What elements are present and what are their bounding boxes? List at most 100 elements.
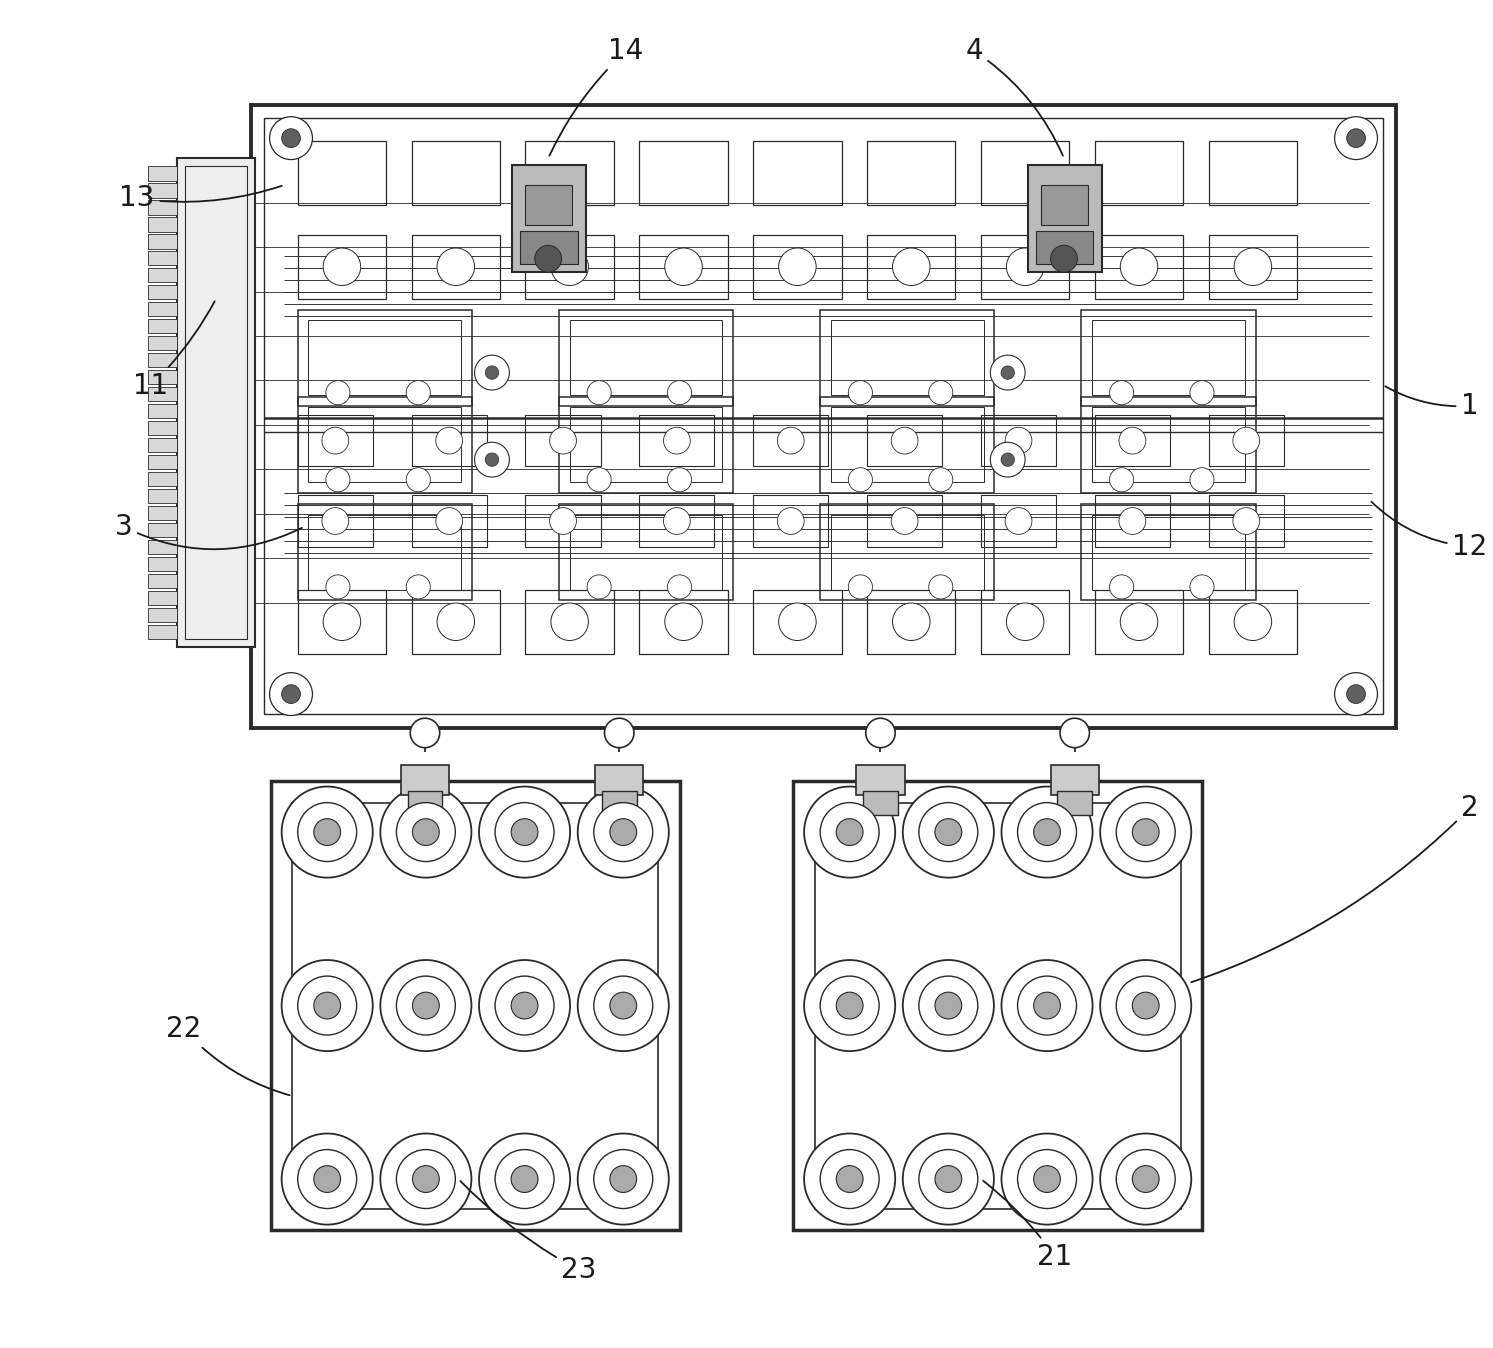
Bar bbox=[1209, 140, 1297, 205]
Circle shape bbox=[929, 468, 953, 492]
Bar bbox=[148, 590, 178, 605]
Bar bbox=[297, 235, 387, 299]
Bar bbox=[412, 589, 500, 654]
Circle shape bbox=[805, 1134, 896, 1224]
Bar bbox=[981, 415, 1056, 466]
Bar bbox=[752, 495, 829, 547]
Circle shape bbox=[866, 718, 896, 748]
Bar bbox=[1094, 589, 1184, 654]
Circle shape bbox=[605, 718, 635, 748]
Bar bbox=[867, 589, 956, 654]
Bar bbox=[297, 495, 373, 547]
Circle shape bbox=[820, 976, 879, 1035]
Circle shape bbox=[848, 380, 872, 404]
Circle shape bbox=[1190, 380, 1214, 404]
Bar bbox=[148, 456, 178, 469]
Circle shape bbox=[282, 1134, 373, 1224]
Circle shape bbox=[891, 427, 918, 454]
Circle shape bbox=[1190, 468, 1214, 492]
Circle shape bbox=[929, 380, 953, 404]
Text: 12: 12 bbox=[1372, 501, 1487, 561]
Circle shape bbox=[412, 992, 439, 1019]
Bar bbox=[148, 268, 178, 283]
Bar bbox=[148, 523, 178, 538]
Circle shape bbox=[1235, 248, 1272, 286]
Circle shape bbox=[411, 718, 440, 748]
Circle shape bbox=[1117, 976, 1175, 1035]
Circle shape bbox=[1190, 574, 1214, 599]
Circle shape bbox=[918, 976, 978, 1035]
Circle shape bbox=[297, 976, 357, 1035]
Circle shape bbox=[381, 1134, 472, 1224]
Bar bbox=[1051, 766, 1099, 794]
Bar bbox=[1093, 407, 1245, 483]
Bar bbox=[148, 183, 178, 198]
Bar bbox=[309, 515, 461, 589]
Bar bbox=[512, 164, 585, 272]
Circle shape bbox=[1347, 129, 1366, 147]
Bar bbox=[1094, 415, 1171, 466]
Bar bbox=[570, 407, 723, 483]
Circle shape bbox=[1002, 1134, 1093, 1224]
Circle shape bbox=[1233, 427, 1260, 454]
Bar bbox=[297, 415, 373, 466]
Bar bbox=[148, 421, 178, 435]
Bar bbox=[832, 515, 984, 589]
Circle shape bbox=[282, 960, 373, 1051]
Text: 22: 22 bbox=[166, 1015, 290, 1096]
Circle shape bbox=[1018, 1150, 1076, 1209]
Circle shape bbox=[1132, 818, 1159, 845]
Bar bbox=[1094, 140, 1184, 205]
Circle shape bbox=[1109, 574, 1133, 599]
Bar bbox=[148, 217, 178, 232]
Bar bbox=[752, 415, 829, 466]
Circle shape bbox=[1060, 718, 1090, 748]
Circle shape bbox=[778, 427, 805, 454]
Bar bbox=[639, 415, 715, 466]
Circle shape bbox=[322, 603, 361, 640]
Text: 3: 3 bbox=[115, 512, 302, 549]
Circle shape bbox=[820, 802, 879, 861]
Circle shape bbox=[594, 1150, 652, 1209]
Bar bbox=[400, 766, 449, 794]
Circle shape bbox=[485, 453, 499, 466]
Circle shape bbox=[297, 802, 357, 861]
Bar bbox=[526, 589, 614, 654]
Circle shape bbox=[282, 685, 300, 704]
Circle shape bbox=[397, 802, 455, 861]
Bar bbox=[752, 140, 842, 205]
Bar bbox=[148, 387, 178, 402]
Circle shape bbox=[549, 508, 576, 534]
Circle shape bbox=[667, 468, 691, 492]
Text: 21: 21 bbox=[984, 1181, 1072, 1271]
Bar bbox=[148, 166, 178, 181]
Circle shape bbox=[594, 802, 652, 861]
Circle shape bbox=[918, 1150, 978, 1209]
Circle shape bbox=[1233, 508, 1260, 534]
Circle shape bbox=[479, 786, 570, 878]
Circle shape bbox=[805, 786, 896, 878]
Bar bbox=[148, 438, 178, 453]
Circle shape bbox=[663, 508, 690, 534]
Circle shape bbox=[406, 380, 430, 404]
Bar bbox=[596, 766, 643, 794]
Bar bbox=[520, 231, 578, 264]
Bar bbox=[148, 574, 178, 588]
Bar bbox=[148, 506, 178, 520]
Bar bbox=[752, 589, 842, 654]
Text: 2: 2 bbox=[1191, 794, 1478, 983]
Circle shape bbox=[282, 129, 300, 147]
Bar bbox=[148, 286, 178, 299]
Circle shape bbox=[282, 786, 373, 878]
Circle shape bbox=[1000, 365, 1014, 379]
Bar bbox=[297, 589, 387, 654]
Bar bbox=[820, 504, 994, 600]
Bar bbox=[148, 251, 178, 266]
Circle shape bbox=[406, 574, 430, 599]
Circle shape bbox=[1005, 508, 1032, 534]
Circle shape bbox=[578, 960, 669, 1051]
Bar bbox=[148, 336, 178, 350]
Bar bbox=[526, 235, 614, 299]
Circle shape bbox=[551, 248, 588, 286]
Circle shape bbox=[1100, 786, 1191, 878]
